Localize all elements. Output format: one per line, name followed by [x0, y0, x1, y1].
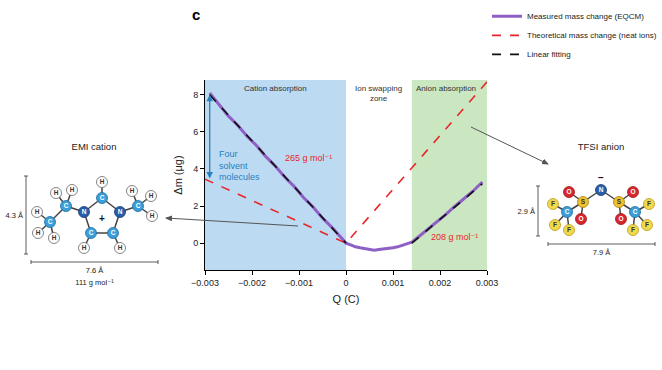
- svg-text:Cation absorption: Cation absorption: [244, 84, 307, 93]
- svg-text:F: F: [567, 226, 571, 233]
- svg-text:H: H: [118, 244, 123, 251]
- svg-text:H: H: [82, 244, 87, 251]
- svg-text:O: O: [618, 215, 623, 222]
- svg-text:F: F: [553, 221, 557, 228]
- svg-text:F: F: [645, 221, 649, 228]
- svg-text:O: O: [578, 215, 583, 222]
- svg-text:265 g mol⁻¹: 265 g mol⁻¹: [285, 153, 332, 163]
- svg-text:2: 2: [193, 201, 198, 211]
- svg-text:0.003: 0.003: [476, 278, 499, 288]
- svg-text:Δm (μg): Δm (μg): [172, 155, 184, 194]
- svg-text:S: S: [581, 198, 586, 205]
- svg-text:N: N: [118, 208, 123, 215]
- svg-text:H: H: [70, 186, 75, 193]
- svg-text:H: H: [100, 178, 105, 185]
- svg-text:7.6 Å: 7.6 Å: [86, 266, 104, 275]
- svg-text:H: H: [36, 229, 41, 236]
- svg-text:Linear fitting: Linear fitting: [527, 50, 571, 59]
- svg-text:F: F: [647, 200, 651, 207]
- svg-text:C: C: [565, 208, 570, 215]
- svg-text:C: C: [89, 229, 94, 236]
- svg-text:C: C: [100, 194, 105, 201]
- svg-text:C: C: [633, 208, 638, 215]
- svg-text:−0.003: −0.003: [191, 278, 219, 288]
- svg-text:Q (C): Q (C): [333, 293, 360, 305]
- svg-text:C: C: [64, 202, 69, 209]
- svg-text:0.001: 0.001: [382, 278, 405, 288]
- svg-text:Anion absorption: Anion absorption: [416, 84, 476, 93]
- svg-text:EMI cation: EMI cation: [72, 141, 117, 152]
- svg-text:H: H: [54, 189, 59, 196]
- svg-text:H: H: [35, 208, 40, 215]
- svg-text:4: 4: [193, 164, 198, 174]
- svg-text:N: N: [82, 208, 87, 215]
- svg-text:Theoretical mass change (neat: Theoretical mass change (neat ions): [527, 31, 657, 40]
- svg-text:TFSI anion: TFSI anion: [578, 141, 624, 152]
- svg-text:Measured mass change (EQCM): Measured mass change (EQCM): [527, 12, 644, 21]
- svg-text:H: H: [149, 192, 154, 199]
- svg-text:S: S: [617, 198, 622, 205]
- svg-text:c: c: [192, 6, 200, 23]
- svg-text:0.002: 0.002: [429, 278, 452, 288]
- svg-text:C: C: [48, 218, 53, 225]
- svg-text:H: H: [52, 234, 57, 241]
- svg-text:0: 0: [193, 238, 198, 248]
- svg-text:111 g mol⁻¹: 111 g mol⁻¹: [75, 278, 114, 287]
- svg-text:2.9 Å: 2.9 Å: [517, 207, 535, 216]
- svg-text:Foursolventmolecules: Foursolventmolecules: [219, 149, 260, 182]
- svg-text:F: F: [631, 226, 635, 233]
- svg-text:4.3 Å: 4.3 Å: [5, 211, 23, 220]
- svg-text:208 g mol⁻¹: 208 g mol⁻¹: [431, 232, 478, 242]
- svg-text:−: −: [598, 172, 604, 183]
- svg-text:H: H: [130, 187, 135, 194]
- svg-text:−0.001: −0.001: [285, 278, 313, 288]
- svg-text:O: O: [566, 188, 571, 195]
- svg-text:7.9 Å: 7.9 Å: [593, 248, 611, 257]
- svg-text:6: 6: [193, 127, 198, 137]
- svg-text:C: C: [136, 202, 141, 209]
- svg-text:C: C: [111, 229, 116, 236]
- svg-text:8: 8: [193, 90, 198, 100]
- svg-text:H: H: [150, 212, 155, 219]
- svg-text:+: +: [99, 213, 105, 224]
- svg-text:N: N: [599, 186, 604, 193]
- svg-text:0: 0: [343, 278, 348, 288]
- svg-text:−0.002: −0.002: [238, 278, 266, 288]
- svg-text:Ion swappingzone: Ion swappingzone: [355, 84, 402, 103]
- svg-text:O: O: [630, 188, 635, 195]
- svg-text:F: F: [551, 200, 555, 207]
